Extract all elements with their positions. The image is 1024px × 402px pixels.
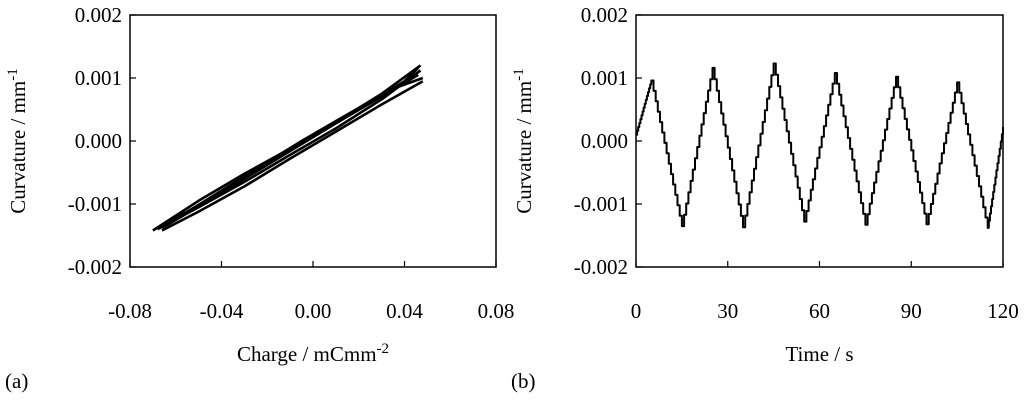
chart-b-series-line	[636, 62, 1004, 229]
chart-a-y-tick-label: 0.000	[75, 129, 122, 153]
chart-b-y-tick-label: 0.001	[581, 66, 628, 90]
chart-b-x-tick-label: 90	[901, 299, 922, 323]
chart-a-x-tick-label: 0.00	[295, 299, 332, 323]
chart-b-y-tick-label: 0.000	[581, 129, 628, 153]
chart-b-y-tick-label: 0.002	[581, 3, 628, 27]
chart-a-x-tick-label: -0.04	[200, 299, 244, 323]
chart-a: -0.002 -0.001 0.000 0.001 0.002 -0.08 -0.04 0.0…	[5, 3, 514, 393]
chart-a-series-line	[159, 73, 419, 228]
chart-a-x-axis-label: Charge / mCmm-2	[237, 341, 389, 366]
chart-b-x-axis-label: Time / s	[785, 342, 853, 366]
chart-a-y-tick-label: -0.002	[68, 255, 122, 279]
chart-b: -0.002 -0.001 0.000 0.001 0.002 0 30 60 90 120 Tim…	[511, 3, 1019, 393]
chart-b-x-tick-label: 120	[987, 299, 1019, 323]
chart-a-y-tick-label: -0.001	[68, 192, 122, 216]
chart-b-x-tick-label: 60	[809, 299, 830, 323]
chart-a-panel-label: (a)	[5, 369, 28, 393]
chart-a-y-tick-label: 0.001	[75, 66, 122, 90]
chart-b-y-tick-label: -0.002	[574, 255, 628, 279]
chart-b-plot-frame	[635, 14, 1004, 268]
chart-b-panel-label: (b)	[511, 369, 536, 393]
chart-b-x-tick-label: 0	[631, 299, 642, 323]
chart-a-x-tick-label: 0.04	[386, 299, 423, 323]
chart-b-x-tick-label: 30	[717, 299, 738, 323]
chart-a-x-tick-label: -0.08	[108, 299, 152, 323]
chart-a-x-tick-label: 0.08	[478, 299, 515, 323]
chart-b-y-axis-label: Curvature / mm-1	[511, 68, 536, 213]
chart-a-y-tick-label: 0.002	[75, 3, 122, 27]
chart-a-series-line	[152, 64, 422, 232]
chart-b-y-tick-label: -0.001	[574, 192, 628, 216]
chart-a-series-line	[161, 80, 424, 232]
chart-a-y-axis-label: Curvature / mm-1	[5, 68, 30, 213]
